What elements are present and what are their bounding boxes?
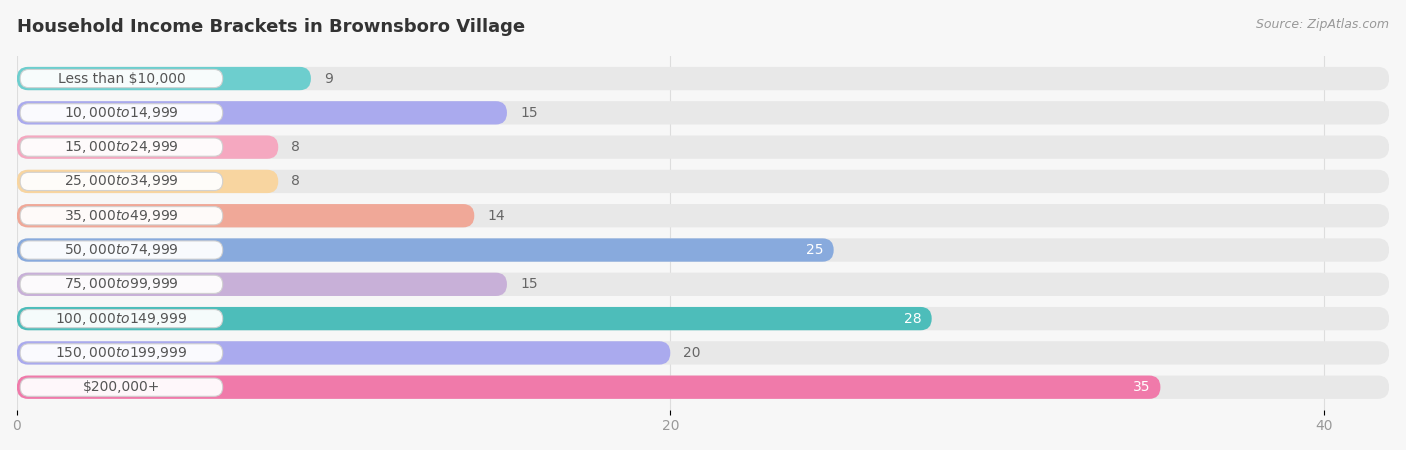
Text: $100,000 to $149,999: $100,000 to $149,999	[55, 310, 187, 327]
FancyBboxPatch shape	[20, 378, 222, 396]
FancyBboxPatch shape	[17, 67, 311, 90]
FancyBboxPatch shape	[20, 207, 222, 225]
FancyBboxPatch shape	[20, 310, 222, 328]
Text: Less than $10,000: Less than $10,000	[58, 72, 186, 86]
FancyBboxPatch shape	[17, 307, 1389, 330]
FancyBboxPatch shape	[20, 104, 222, 122]
FancyBboxPatch shape	[17, 273, 1389, 296]
Text: 15: 15	[520, 106, 537, 120]
FancyBboxPatch shape	[17, 135, 278, 159]
FancyBboxPatch shape	[20, 138, 222, 156]
Text: 15: 15	[520, 277, 537, 291]
FancyBboxPatch shape	[17, 341, 1389, 365]
Text: $150,000 to $199,999: $150,000 to $199,999	[55, 345, 187, 361]
Text: 8: 8	[291, 175, 301, 189]
FancyBboxPatch shape	[17, 307, 932, 330]
FancyBboxPatch shape	[17, 170, 278, 193]
Text: 14: 14	[488, 209, 505, 223]
FancyBboxPatch shape	[17, 376, 1160, 399]
FancyBboxPatch shape	[20, 69, 222, 88]
FancyBboxPatch shape	[20, 172, 222, 190]
FancyBboxPatch shape	[17, 170, 1389, 193]
Text: $25,000 to $34,999: $25,000 to $34,999	[65, 173, 179, 189]
FancyBboxPatch shape	[17, 67, 1389, 90]
FancyBboxPatch shape	[20, 241, 222, 259]
Text: $15,000 to $24,999: $15,000 to $24,999	[65, 139, 179, 155]
FancyBboxPatch shape	[17, 101, 1389, 125]
FancyBboxPatch shape	[17, 341, 671, 365]
Text: 8: 8	[291, 140, 301, 154]
Text: $35,000 to $49,999: $35,000 to $49,999	[65, 208, 179, 224]
Text: $10,000 to $14,999: $10,000 to $14,999	[65, 105, 179, 121]
Text: Source: ZipAtlas.com: Source: ZipAtlas.com	[1256, 18, 1389, 31]
FancyBboxPatch shape	[17, 101, 508, 125]
Text: 20: 20	[683, 346, 702, 360]
Text: 35: 35	[1133, 380, 1150, 394]
Text: Household Income Brackets in Brownsboro Village: Household Income Brackets in Brownsboro …	[17, 18, 524, 36]
FancyBboxPatch shape	[17, 135, 1389, 159]
Text: $75,000 to $99,999: $75,000 to $99,999	[65, 276, 179, 292]
Text: $50,000 to $74,999: $50,000 to $74,999	[65, 242, 179, 258]
FancyBboxPatch shape	[17, 376, 1389, 399]
FancyBboxPatch shape	[20, 275, 222, 293]
FancyBboxPatch shape	[17, 238, 834, 262]
FancyBboxPatch shape	[17, 204, 474, 227]
Text: 28: 28	[904, 311, 922, 326]
FancyBboxPatch shape	[20, 344, 222, 362]
FancyBboxPatch shape	[17, 204, 1389, 227]
FancyBboxPatch shape	[17, 273, 508, 296]
Text: $200,000+: $200,000+	[83, 380, 160, 394]
Text: 9: 9	[323, 72, 333, 86]
Text: 25: 25	[807, 243, 824, 257]
FancyBboxPatch shape	[17, 238, 1389, 262]
